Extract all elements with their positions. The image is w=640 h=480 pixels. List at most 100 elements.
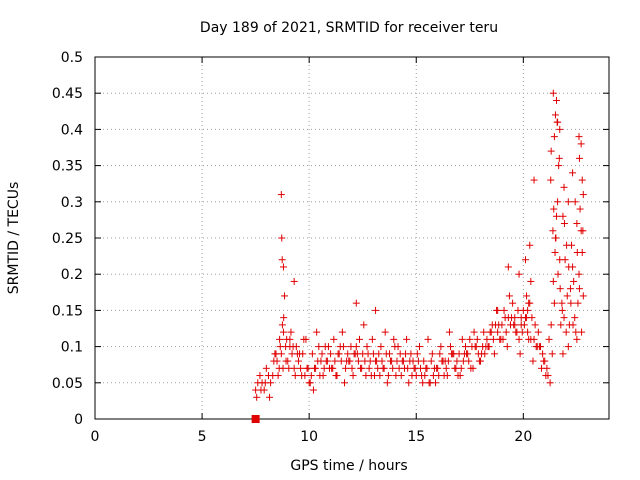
y-tick-label: 0.05	[52, 376, 83, 392]
data-point	[488, 321, 496, 329]
data-point	[341, 379, 349, 387]
data-point	[383, 379, 391, 387]
data-point	[578, 176, 586, 184]
data-point	[390, 335, 398, 343]
x-tick-label: 10	[300, 429, 318, 445]
data-point	[462, 343, 470, 351]
data-point	[501, 314, 509, 322]
data-point	[483, 335, 491, 343]
data-point	[403, 335, 411, 343]
data-point	[551, 111, 559, 119]
data-point	[467, 364, 475, 372]
data-point	[424, 335, 432, 343]
x-tick-label: 15	[407, 429, 425, 445]
data-point	[366, 357, 374, 365]
data-point	[452, 364, 460, 372]
data-point	[409, 357, 417, 365]
data-point	[567, 299, 575, 307]
data-point	[559, 212, 567, 220]
data-point	[554, 198, 562, 206]
data-point	[354, 357, 362, 365]
data-point	[447, 343, 455, 351]
data-point	[400, 364, 408, 372]
data-point	[565, 263, 573, 271]
data-point	[290, 277, 298, 285]
data-point	[527, 335, 535, 343]
data-point	[291, 372, 299, 380]
data-point	[579, 292, 587, 300]
data-point	[547, 147, 555, 155]
data-point	[579, 191, 587, 199]
data-point	[486, 328, 494, 336]
data-point	[279, 263, 287, 271]
data-point	[547, 321, 555, 329]
data-point	[321, 343, 329, 351]
data-point	[347, 343, 355, 351]
y-tick-label: 0.15	[52, 303, 83, 319]
data-point	[388, 357, 396, 365]
data-point	[555, 162, 563, 170]
data-point	[365, 364, 373, 372]
data-point	[569, 169, 577, 177]
y-tick-labels: 0 0.05 0.1 0.15 0.2 0.25 0.3 0.35 0.4 0.45 0.5	[52, 50, 83, 428]
data-point	[548, 350, 556, 358]
data-point	[573, 220, 581, 228]
data-point	[437, 343, 445, 351]
data-point	[311, 364, 319, 372]
data-point	[435, 372, 443, 380]
data-point	[364, 350, 372, 358]
data-point	[426, 379, 434, 387]
data-point	[300, 335, 308, 343]
data-point	[278, 256, 286, 264]
data-point	[405, 379, 413, 387]
data-point	[569, 321, 577, 329]
data-point	[370, 372, 378, 380]
data-point	[575, 270, 583, 278]
data-point	[495, 321, 503, 329]
data-point	[471, 343, 479, 351]
data-point	[445, 328, 453, 336]
x-tick-label: 5	[198, 429, 207, 445]
data-point	[262, 364, 270, 372]
data-point	[538, 364, 546, 372]
y-tick-label: 0.2	[61, 267, 83, 283]
data-points	[251, 89, 587, 423]
data-point	[573, 335, 581, 343]
data-point	[571, 314, 579, 322]
data-point	[419, 379, 427, 387]
data-point	[575, 285, 583, 293]
data-point	[540, 357, 548, 365]
data-point	[512, 328, 520, 336]
data-point	[549, 277, 557, 285]
data-point	[352, 299, 360, 307]
data-point	[313, 328, 321, 336]
data-point	[453, 357, 461, 365]
data-point	[442, 364, 450, 372]
data-point	[516, 350, 524, 358]
data-point	[560, 220, 568, 228]
data-point	[372, 306, 380, 314]
y-tick-label: 0	[74, 412, 83, 428]
data-point	[556, 125, 564, 133]
data-point	[420, 357, 428, 365]
data-point	[515, 335, 523, 343]
data-point	[470, 328, 478, 336]
data-point	[521, 256, 529, 264]
axis-ticks	[94, 56, 609, 420]
data-point	[375, 350, 383, 358]
data-point	[360, 321, 368, 329]
data-point	[559, 350, 567, 358]
data-point	[278, 234, 286, 242]
data-point	[526, 241, 534, 249]
data-point	[385, 350, 393, 358]
data-point	[523, 292, 531, 300]
data-point	[509, 299, 517, 307]
data-point	[518, 328, 526, 336]
data-point	[308, 350, 316, 358]
data-point	[563, 241, 571, 249]
data-point	[278, 321, 286, 329]
y-tick-label: 0.1	[61, 340, 83, 356]
data-point	[355, 335, 363, 343]
data-point	[556, 285, 564, 293]
